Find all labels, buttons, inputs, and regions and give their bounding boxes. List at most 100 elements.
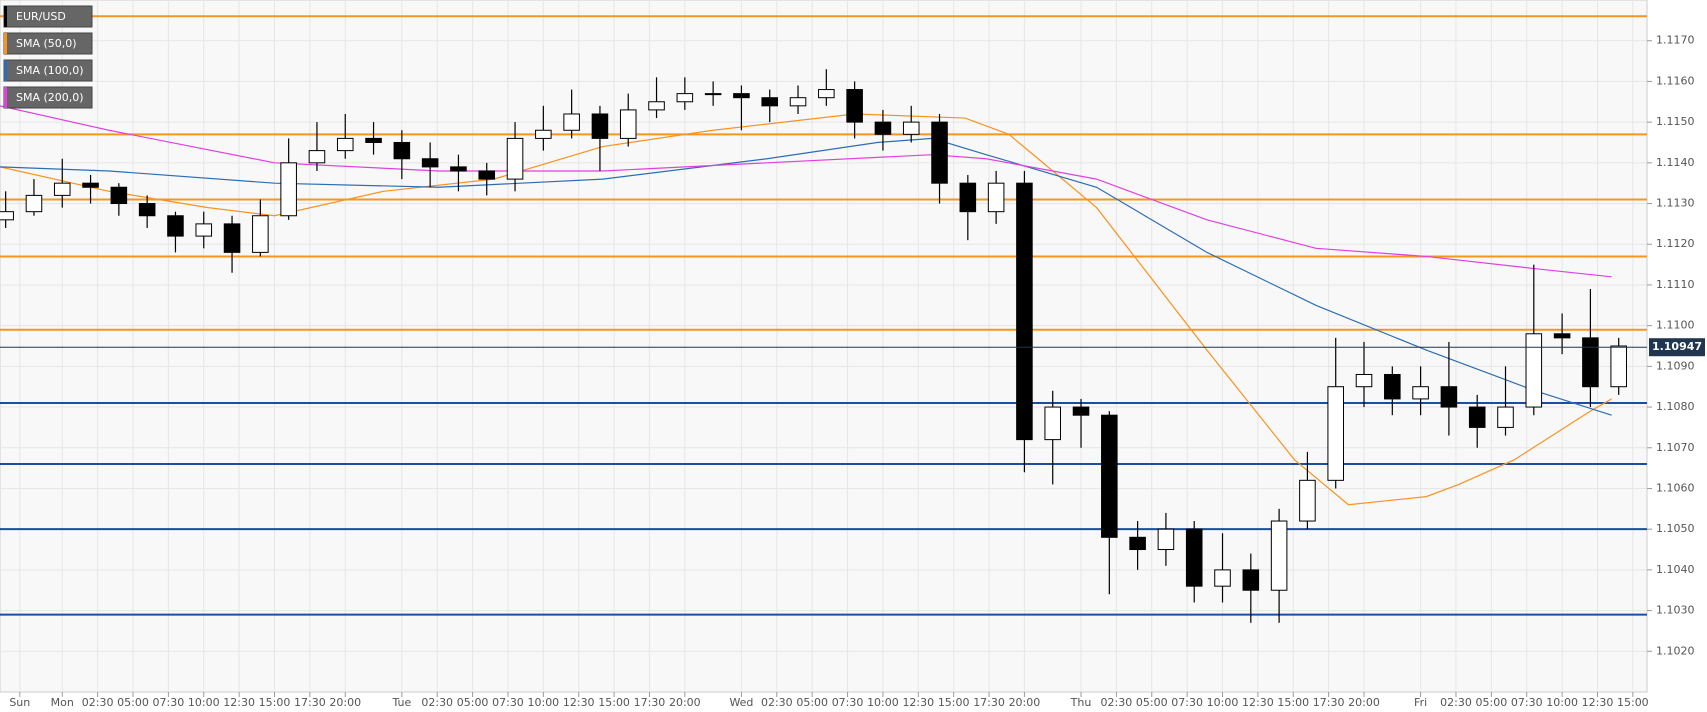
x-tick-label: 02:30: [1101, 696, 1133, 709]
x-tick-label: 12:30: [1242, 696, 1274, 709]
candle-body: [1384, 373, 1401, 400]
legend-entry: EUR/USD: [3, 5, 93, 28]
candle-body: [563, 113, 580, 131]
x-tick-label: 07:30: [1171, 696, 1203, 709]
candle-body: [1525, 333, 1543, 408]
y-tick-label: 1.1090: [1656, 359, 1695, 372]
x-tick-label: 05:00: [457, 696, 489, 709]
candle-body: [1412, 386, 1429, 400]
x-tick-label: Thu: [1070, 696, 1092, 709]
x-tick-label: 12:30: [1582, 696, 1614, 709]
candle-body: [1044, 406, 1062, 441]
candle-body: [450, 166, 467, 172]
candle-body: [1582, 337, 1599, 388]
candle-body: [1468, 406, 1486, 428]
y-tick-label: 1.1040: [1656, 563, 1695, 576]
candle-body: [676, 93, 694, 103]
candle-body: [1327, 386, 1344, 481]
candle-body: [959, 182, 977, 213]
legend-entry: SMA (100,0): [3, 59, 93, 82]
x-tick-label: 20:00: [1348, 696, 1380, 709]
candle-body: [167, 215, 184, 237]
x-tick-label: 07:30: [832, 696, 864, 709]
candle-body: [223, 223, 241, 253]
candle-body: [252, 215, 269, 253]
x-tick-label: 15:00: [938, 696, 970, 709]
legend-swatch: [4, 87, 7, 108]
last-price-box: [1649, 338, 1705, 357]
sma-line: [0, 105, 1612, 278]
candle-body: [1101, 414, 1118, 538]
y-tick-label: 1.1070: [1656, 441, 1695, 454]
x-tick-label: Tue: [391, 696, 411, 709]
y-tick-label: 1.1060: [1656, 481, 1695, 494]
x-tick-label: 12:30: [902, 696, 934, 709]
legend-label: EUR/USD: [16, 10, 66, 23]
x-tick-label: 05:00: [796, 696, 828, 709]
candle-body: [308, 150, 326, 164]
candle-body: [82, 182, 99, 188]
x-tick-label: 07:30: [492, 696, 524, 709]
x-tick-label: 10:00: [1207, 696, 1239, 709]
candle-body: [336, 137, 354, 152]
candle-body: [789, 97, 807, 107]
x-tick-label: 12:30: [563, 696, 595, 709]
candle-body: [874, 121, 892, 135]
candle-body: [138, 203, 156, 217]
candle-body: [619, 109, 637, 139]
candle-body: [1299, 479, 1316, 522]
candle-body: [761, 97, 779, 107]
x-tick-label: 15:00: [598, 696, 630, 709]
x-tick-label: 02:30: [1440, 696, 1472, 709]
x-tick-label: 15:00: [1277, 696, 1309, 709]
candle-body: [1185, 528, 1203, 587]
candle-body: [1553, 333, 1571, 339]
y-tick-label: 1.1100: [1656, 319, 1695, 332]
y-tick-label: 1.1110: [1656, 278, 1695, 291]
candle-body: [1610, 345, 1627, 388]
candle-body: [1355, 373, 1373, 388]
candle-body: [902, 121, 920, 135]
x-tick-label: 05:00: [1476, 696, 1508, 709]
y-tick-label: 1.1170: [1656, 34, 1695, 47]
candle-body: [1016, 182, 1033, 441]
candle-body: [53, 182, 71, 196]
candle-body: [1497, 406, 1514, 428]
x-tick-label: 07:30: [153, 696, 185, 709]
candle-body: [1157, 528, 1175, 551]
candle-body: [846, 89, 863, 123]
candle-body: [1270, 520, 1288, 591]
candle-body: [506, 137, 524, 180]
candle-body: [195, 223, 213, 237]
y-tick-label: 1.1160: [1656, 74, 1695, 87]
x-tick-label: 10:00: [1546, 696, 1578, 709]
legend-swatch: [4, 6, 7, 27]
candle-body: [931, 121, 948, 184]
x-tick-label: 02:30: [761, 696, 793, 709]
x-tick-label: 05:00: [117, 696, 149, 709]
candle-body: [280, 162, 297, 217]
x-tick-label: 17:30: [1313, 696, 1345, 709]
candle-body: [421, 158, 439, 168]
candle-body: [1214, 569, 1231, 587]
candle-body: [648, 101, 665, 111]
legend-label: SMA (100,0): [16, 64, 84, 77]
x-tick-label: Sun: [9, 696, 30, 709]
candle-body: [591, 113, 609, 139]
y-tick-label: 1.1120: [1656, 237, 1695, 250]
candle-body: [110, 186, 128, 205]
legend-swatch: [4, 60, 7, 81]
y-tick-label: 1.1150: [1656, 115, 1695, 128]
x-tick-label: 17:30: [634, 696, 666, 709]
legend-label: SMA (200,0): [16, 91, 84, 104]
candle-body: [0, 211, 14, 221]
x-tick-label: 12:30: [223, 696, 255, 709]
candle-body: [393, 141, 411, 160]
last-price-label: 1.10947: [1652, 340, 1702, 353]
candle-body: [1440, 386, 1458, 408]
candle-body: [818, 89, 835, 99]
x-tick-label: 20:00: [329, 696, 361, 709]
candle-body: [1242, 569, 1260, 591]
candle-body: [987, 182, 1005, 213]
candle-body: [535, 129, 552, 139]
